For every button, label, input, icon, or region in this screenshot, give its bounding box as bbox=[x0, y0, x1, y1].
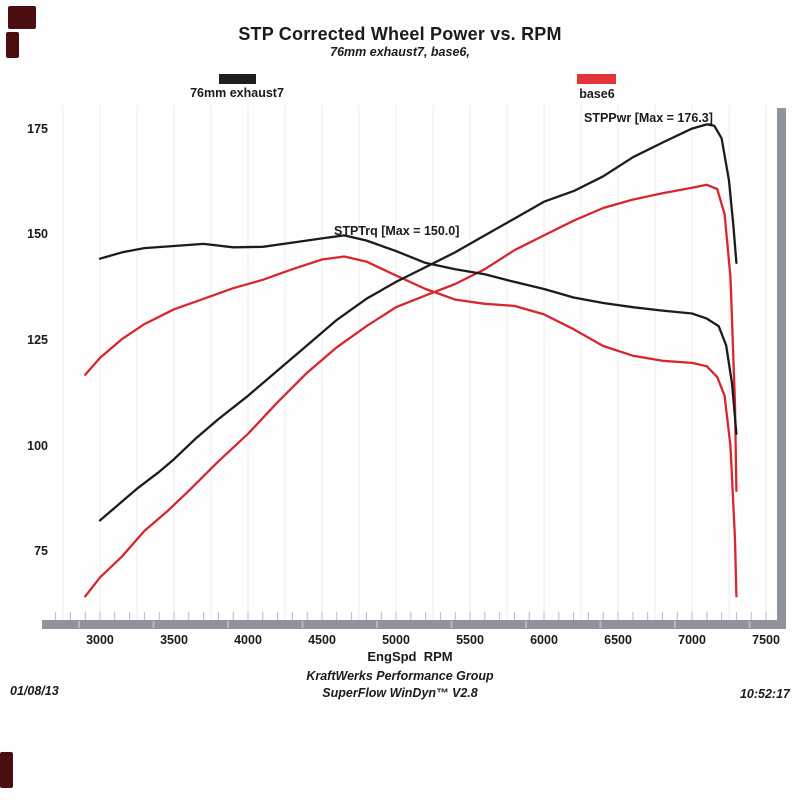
x-tick-label: 6000 bbox=[530, 633, 558, 647]
legend-label-base6: base6 bbox=[579, 87, 615, 101]
scan-artifact bbox=[6, 32, 19, 58]
y-tick-label: 150 bbox=[27, 227, 48, 242]
x-tick-label: 3500 bbox=[160, 633, 188, 647]
footer-software: SuperFlow WinDyn™ V2.8 bbox=[322, 686, 478, 700]
legend-swatch-base6 bbox=[577, 74, 616, 84]
x-tick-label: 7000 bbox=[678, 633, 706, 647]
footer-org: KraftWerks Performance Group bbox=[306, 669, 494, 683]
power-max-annotation: STPPwr [Max = 176.3] bbox=[584, 111, 713, 125]
x-tick-label: 4500 bbox=[308, 633, 336, 647]
footer-date: 01/08/13 bbox=[10, 684, 59, 698]
scan-artifact bbox=[8, 6, 36, 29]
y-tick-label: 175 bbox=[27, 121, 48, 136]
x-tick-label: 5000 bbox=[382, 633, 410, 647]
x-axis-title: EngSpd RPM bbox=[367, 649, 453, 664]
x-tick-label: 6500 bbox=[604, 633, 632, 647]
y-tick-label: 100 bbox=[27, 438, 48, 453]
y-tick-label: 75 bbox=[34, 544, 48, 559]
x-tick-label: 4000 bbox=[234, 633, 262, 647]
legend-label-76mm-exhaust7: 76mm exhaust7 bbox=[190, 86, 284, 100]
y-tick-label: 125 bbox=[27, 332, 48, 347]
x-tick-label: 3000 bbox=[86, 633, 114, 647]
scan-artifact bbox=[0, 752, 13, 788]
x-tick-label: 5500 bbox=[456, 633, 484, 647]
page-title: STP Corrected Wheel Power vs. RPM bbox=[238, 24, 562, 44]
legend-swatch-76mm-exhaust7 bbox=[219, 74, 256, 84]
x-tick-label: 7500 bbox=[752, 633, 780, 647]
torque-max-annotation: STPTrq [Max = 150.0] bbox=[334, 224, 460, 238]
footer-time: 10:52:17 bbox=[739, 687, 790, 701]
page-subtitle: 76mm exhaust7, base6, bbox=[330, 45, 470, 59]
